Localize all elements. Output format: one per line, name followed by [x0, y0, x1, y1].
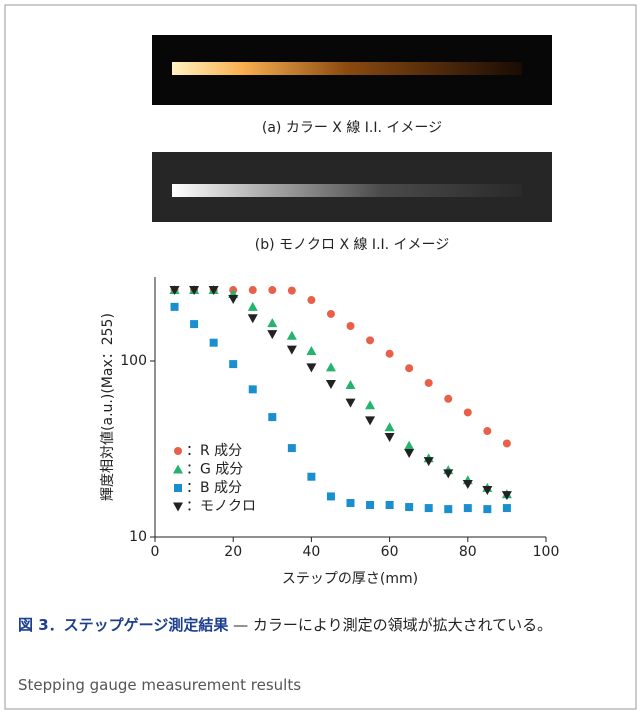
point	[347, 499, 355, 507]
point	[267, 318, 277, 327]
point	[444, 395, 452, 403]
legend-marker	[174, 484, 182, 492]
point	[425, 379, 433, 387]
y-tick-label: 10	[129, 529, 147, 545]
y-tick-label: 100	[120, 353, 147, 369]
point	[249, 385, 257, 393]
point	[464, 408, 472, 416]
point	[288, 444, 296, 452]
point	[327, 492, 335, 500]
point	[365, 400, 375, 409]
x-tick-label: 80	[459, 544, 477, 560]
x-tick-label: 40	[302, 544, 320, 560]
point	[346, 380, 356, 389]
legend-label: ：G 成分	[186, 462, 243, 478]
x-tick-label: 100	[533, 544, 560, 560]
point	[306, 346, 316, 355]
point	[503, 504, 511, 512]
point	[444, 505, 452, 513]
point	[248, 302, 258, 311]
caption-text: — カラーにより測定の領域が拡大されている。	[233, 616, 552, 634]
point	[326, 362, 336, 371]
point	[365, 416, 375, 425]
figure-caption: 図 3．ステップゲージ測定結果 — カラーにより測定の領域が拡大されている。	[18, 612, 630, 638]
legend-label: ：B 成分	[186, 480, 242, 496]
point	[210, 339, 218, 347]
point	[464, 504, 472, 512]
point	[386, 350, 394, 358]
point	[307, 296, 315, 304]
point	[483, 427, 491, 435]
x-tick-label: 60	[381, 544, 399, 560]
point	[268, 286, 276, 294]
x-tick-label: 0	[151, 544, 160, 560]
point	[366, 336, 374, 344]
point	[307, 473, 315, 481]
point	[327, 310, 335, 318]
point	[386, 501, 394, 509]
point	[503, 439, 511, 447]
point	[385, 433, 395, 442]
image-caption: (b) モノクロ X 線 I.I. イメージ	[255, 237, 450, 253]
point	[229, 360, 237, 368]
image-caption: (a) カラー X 線 I.I. イメージ	[262, 120, 442, 136]
x-axis-label: ステップの厚さ(mm)	[282, 571, 418, 587]
point	[366, 501, 374, 509]
legend-label: ：モノクロ	[186, 499, 256, 515]
point	[306, 363, 316, 372]
point	[228, 295, 238, 304]
point	[287, 346, 297, 355]
caption-english: Stepping gauge measurement results	[18, 676, 301, 694]
point	[268, 413, 276, 421]
figure: (a) カラー X 線 I.I. イメージ (b) モノクロ X 線 I.I. …	[0, 0, 642, 715]
point	[385, 422, 395, 431]
point	[190, 320, 198, 328]
caption-title: 図 3．ステップゲージ測定結果	[18, 616, 228, 634]
page: (a) カラー X 線 I.I. イメージ (b) モノクロ X 線 I.I. …	[0, 0, 642, 715]
color-step-bar	[172, 62, 522, 75]
point	[347, 322, 355, 330]
point	[287, 331, 297, 340]
x-tick-label: 20	[224, 544, 242, 560]
point	[404, 449, 414, 458]
point	[171, 303, 179, 311]
point	[326, 380, 336, 389]
mono-step-bar	[172, 184, 522, 197]
point	[463, 480, 473, 489]
point	[404, 441, 414, 450]
legend-marker	[173, 465, 183, 474]
point	[249, 286, 257, 294]
point	[248, 314, 258, 323]
point	[483, 505, 491, 513]
legend-marker	[173, 503, 183, 512]
point	[346, 399, 356, 408]
point	[405, 503, 413, 511]
legend-marker	[174, 447, 182, 455]
point	[405, 364, 413, 372]
legend-label: ：R 成分	[186, 443, 242, 459]
point	[425, 504, 433, 512]
point	[288, 287, 296, 295]
y-axis-label: 輝度相対値(a.u.)(Max：255)	[100, 313, 116, 501]
point	[267, 330, 277, 339]
